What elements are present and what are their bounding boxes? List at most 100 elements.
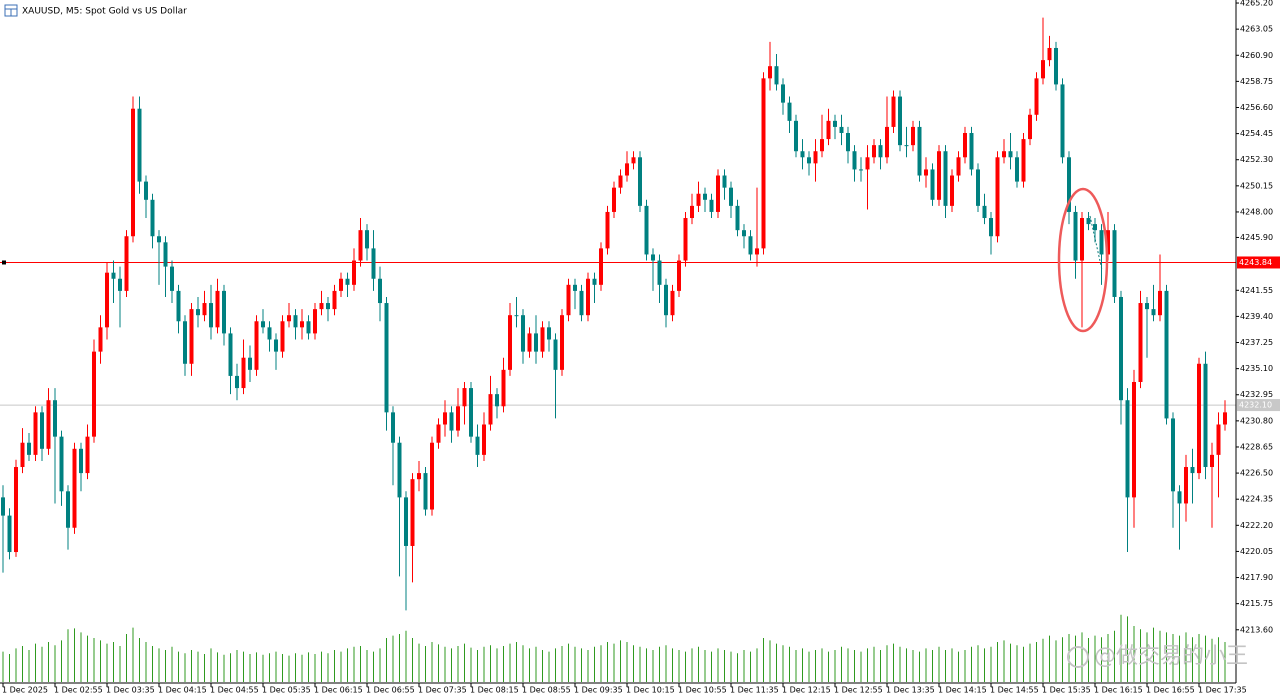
candle-body: [1015, 157, 1019, 182]
candle-body: [105, 272, 109, 328]
candle-body: [722, 175, 727, 188]
y-tick-label: 4250.15: [1240, 181, 1273, 190]
candle-body: [716, 175, 720, 212]
x-tick-label: 1 Dec 16:15: [1094, 686, 1143, 695]
candle-body: [612, 187, 616, 212]
candle-body: [300, 321, 304, 328]
candle-body: [98, 327, 103, 352]
candle-body: [982, 205, 987, 219]
candle-body: [800, 151, 805, 158]
candle-body: [235, 375, 239, 389]
candle-body: [690, 205, 694, 219]
candle-body: [787, 102, 792, 121]
x-tick-label: 1 Dec 13:35: [886, 686, 935, 695]
candle-body: [352, 260, 356, 285]
candle-body: [27, 442, 31, 455]
candle-body: [261, 321, 265, 328]
candle-body: [313, 309, 317, 334]
y-tick-label: 4235.10: [1240, 364, 1273, 373]
candle-body: [514, 315, 519, 317]
candle-body: [670, 290, 675, 316]
candle-body: [332, 290, 337, 310]
candle-body: [1028, 114, 1032, 140]
candle-body: [1164, 290, 1169, 419]
candle-body: [1041, 60, 1045, 79]
y-tick-label: 4239.40: [1240, 312, 1273, 321]
candle-body: [1177, 491, 1182, 504]
y-tick-label: 4254.45: [1240, 129, 1273, 138]
y-tick-label: 4263.05: [1240, 25, 1273, 34]
x-tick-label: 1 Dec 06:15: [314, 686, 363, 695]
candle-body: [651, 254, 655, 261]
candle-body: [319, 303, 324, 310]
candle-body: [904, 145, 909, 147]
candle-body: [228, 333, 233, 376]
candle-body: [241, 357, 246, 389]
candle-body: [976, 169, 980, 206]
candle-body: [878, 145, 883, 158]
candle-body: [1086, 218, 1091, 225]
candle-body: [189, 309, 194, 364]
y-tick-label: 4258.75: [1240, 77, 1273, 86]
candle-body: [391, 412, 395, 443]
y-tick-label: 4245.90: [1240, 233, 1273, 242]
price-label-box: [1237, 256, 1280, 269]
candle-body: [384, 303, 389, 413]
x-tick-label: 1 Dec 14:55: [990, 686, 1039, 695]
x-tick-label: 1 Dec 2025: [2, 686, 48, 695]
price-label: 4232.10: [1239, 401, 1272, 410]
candle-body: [222, 290, 226, 334]
candle-body: [644, 205, 649, 255]
y-tick-label: 4232.95: [1240, 390, 1273, 399]
annotation-arrow: [1089, 215, 1103, 271]
candle-body: [735, 205, 740, 231]
candle-body: [443, 412, 447, 425]
grid-layer: [0, 260, 1236, 406]
candle-body: [40, 412, 44, 449]
candle-body: [592, 278, 597, 285]
y-tick-label: 4252.30: [1240, 155, 1273, 164]
x-tick-label: 1 Dec 12:55: [834, 686, 883, 695]
candle-body: [196, 309, 200, 316]
candle-body: [215, 290, 220, 328]
y-tick-label: 4224.35: [1240, 495, 1273, 504]
x-tick-label: 1 Dec 08:55: [522, 686, 571, 695]
candle-body: [995, 157, 1000, 237]
x-tick-label: 1 Dec 15:35: [1042, 686, 1091, 695]
y-tick-label: 4222.20: [1240, 521, 1273, 530]
x-tick-label: 1 Dec 10:55: [678, 686, 727, 695]
candle-body: [807, 157, 811, 164]
candle-body: [631, 157, 636, 164]
y-tick-label: 4220.05: [1240, 547, 1273, 556]
candle-body: [202, 303, 207, 316]
candle-body: [1158, 290, 1162, 316]
candle-body: [540, 327, 545, 352]
x-tick-label: 1 Dec 04:55: [210, 686, 259, 695]
x-tick-label: 1 Dec 03:35: [106, 686, 155, 695]
candle-body: [703, 193, 707, 200]
y-tick-label: 4226.50: [1240, 469, 1273, 478]
candle-body: [85, 436, 90, 474]
candle-body: [248, 357, 252, 370]
price-label-box: [1237, 399, 1280, 412]
x-tick-label: 1 Dec 02:55: [54, 686, 103, 695]
x-tick-label: 1 Dec 08:15: [470, 686, 519, 695]
candle-body: [560, 315, 564, 370]
y-tick-label: 4241.55: [1240, 286, 1273, 295]
candle-body: [813, 151, 818, 164]
candle-body: [417, 473, 421, 480]
candle-body: [963, 132, 967, 158]
candle-body: [365, 230, 369, 249]
candle-body: [20, 442, 25, 468]
watermark-logo: [1067, 646, 1089, 668]
candle-body: [209, 303, 213, 328]
candle-body: [371, 248, 376, 279]
candle-body: [33, 412, 38, 455]
candle-body: [956, 157, 961, 176]
candle-body: [917, 126, 922, 176]
candle-body: [553, 339, 558, 370]
x-tick-label: 1 Dec 05:35: [262, 686, 311, 695]
candle-body: [872, 145, 876, 158]
candle-body: [267, 327, 272, 340]
